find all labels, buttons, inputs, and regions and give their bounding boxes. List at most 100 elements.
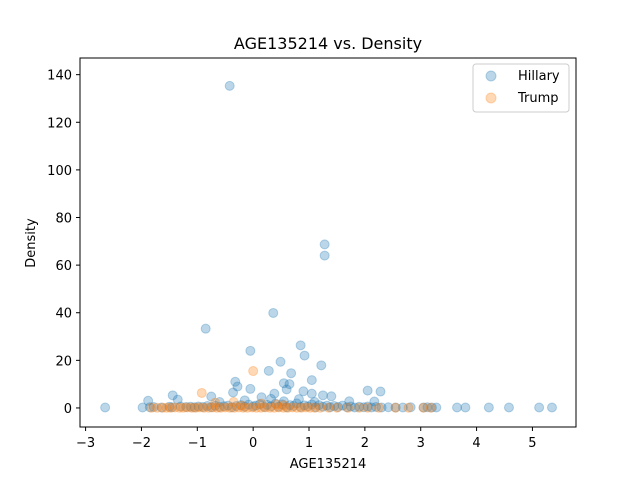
data-point [214, 397, 225, 407]
data-point [281, 402, 292, 413]
data-point [144, 402, 155, 413]
data-point [197, 402, 208, 412]
data-point [319, 239, 330, 250]
data-point [483, 402, 494, 413]
data-point [193, 401, 204, 412]
data-point [247, 402, 258, 413]
x-tick-label: 2 [361, 436, 369, 451]
data-point [167, 402, 178, 413]
data-point [376, 402, 387, 413]
data-point [426, 402, 437, 413]
data-point [291, 398, 302, 409]
data-point [298, 386, 309, 397]
data-point [329, 401, 340, 412]
data-point [309, 397, 320, 407]
data-point [268, 307, 279, 318]
data-point [291, 402, 302, 413]
legend: Hillary Trump [472, 63, 570, 113]
data-point [299, 400, 310, 411]
data-point [452, 402, 463, 413]
data-point [354, 401, 365, 412]
data-point [282, 402, 293, 413]
data-point [206, 402, 217, 413]
data-point [317, 390, 328, 401]
data-point [169, 402, 180, 413]
data-point [431, 402, 442, 413]
data-point [219, 401, 230, 412]
data-point [273, 402, 284, 413]
data-point [194, 402, 205, 413]
data-point [418, 402, 429, 413]
data-point [210, 400, 221, 411]
data-point [269, 388, 280, 399]
y-tick-label: 100 [47, 164, 72, 179]
data-point [202, 401, 213, 412]
legend-label-trump: Trump [517, 91, 559, 106]
data-point [371, 402, 382, 412]
data-point [270, 398, 281, 409]
data-point [296, 402, 307, 413]
chart-title: AGE135214 vs. Density [234, 34, 422, 53]
data-point [200, 323, 211, 334]
data-point [281, 384, 292, 395]
data-point [366, 402, 377, 413]
data-point [100, 402, 111, 413]
x-tick-label: 0 [249, 436, 257, 451]
data-point [326, 391, 337, 402]
data-point [189, 402, 200, 413]
data-point [269, 402, 280, 413]
data-point [369, 396, 380, 407]
series-hillary [100, 80, 557, 413]
y-axis: 0 20 40 60 80 100 120 140 [47, 69, 80, 417]
y-tick-label: 20 [55, 354, 72, 369]
data-point [196, 387, 207, 398]
data-point [319, 250, 330, 261]
data-point [137, 402, 148, 413]
data-point [341, 402, 352, 413]
legend-marker-hillary [485, 70, 497, 82]
data-point [309, 402, 320, 413]
y-tick-label: 140 [47, 69, 72, 84]
data-point [266, 393, 277, 404]
data-point [199, 402, 209, 413]
data-point [285, 400, 296, 411]
data-point [333, 402, 344, 412]
data-point [266, 401, 277, 412]
y-axis-label: Density [24, 218, 39, 268]
data-point [278, 378, 289, 389]
data-point [233, 402, 244, 413]
data-point [211, 402, 222, 413]
data-point [325, 402, 336, 413]
data-point [300, 402, 311, 413]
data-point [314, 400, 325, 411]
data-point [215, 402, 226, 413]
y-tick-label: 0 [64, 402, 72, 417]
data-point [271, 399, 282, 410]
data-point [425, 402, 436, 413]
x-tick-label: −2 [132, 436, 151, 451]
data-point [248, 366, 259, 377]
data-point [157, 402, 168, 413]
data-point [245, 383, 256, 394]
data-point [337, 400, 348, 411]
data-point [214, 402, 225, 412]
y-tick-label: 80 [55, 212, 72, 227]
data-point [190, 402, 201, 413]
data-point [256, 392, 267, 403]
data-point [239, 395, 250, 406]
data-point [223, 400, 234, 411]
legend-marker-trump [485, 92, 497, 104]
data-point [286, 368, 297, 379]
data-point [235, 400, 246, 411]
data-point [172, 394, 183, 405]
data-point [295, 340, 306, 351]
data-point [306, 388, 317, 399]
data-point [405, 402, 416, 413]
data-point [373, 402, 384, 413]
data-point [321, 400, 332, 411]
data-point [284, 379, 295, 390]
data-point [306, 399, 317, 410]
data-point [260, 402, 271, 413]
x-tick-label: 1 [305, 436, 313, 451]
data-point [203, 402, 214, 413]
